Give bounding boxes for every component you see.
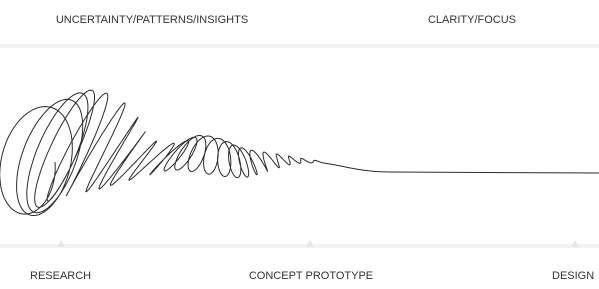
stage-label: RESEARCH [30, 270, 91, 282]
page: UNCERTAINTY/PATTERNS/INSIGHTS CLARITY/FO… [0, 0, 599, 289]
bottom-band [0, 244, 599, 248]
phase-label: UNCERTAINTY/PATTERNS/INSIGHTS [56, 14, 248, 26]
top-band [0, 44, 599, 48]
phase-label: CLARITY/FOCUS [428, 14, 516, 26]
stage-label: DESIGN [552, 270, 594, 282]
stage-label: CONCEPT PROTOTYPE [249, 270, 373, 282]
diagram: UNCERTAINTY/PATTERNS/INSIGHTS CLARITY/FO… [0, 0, 599, 289]
